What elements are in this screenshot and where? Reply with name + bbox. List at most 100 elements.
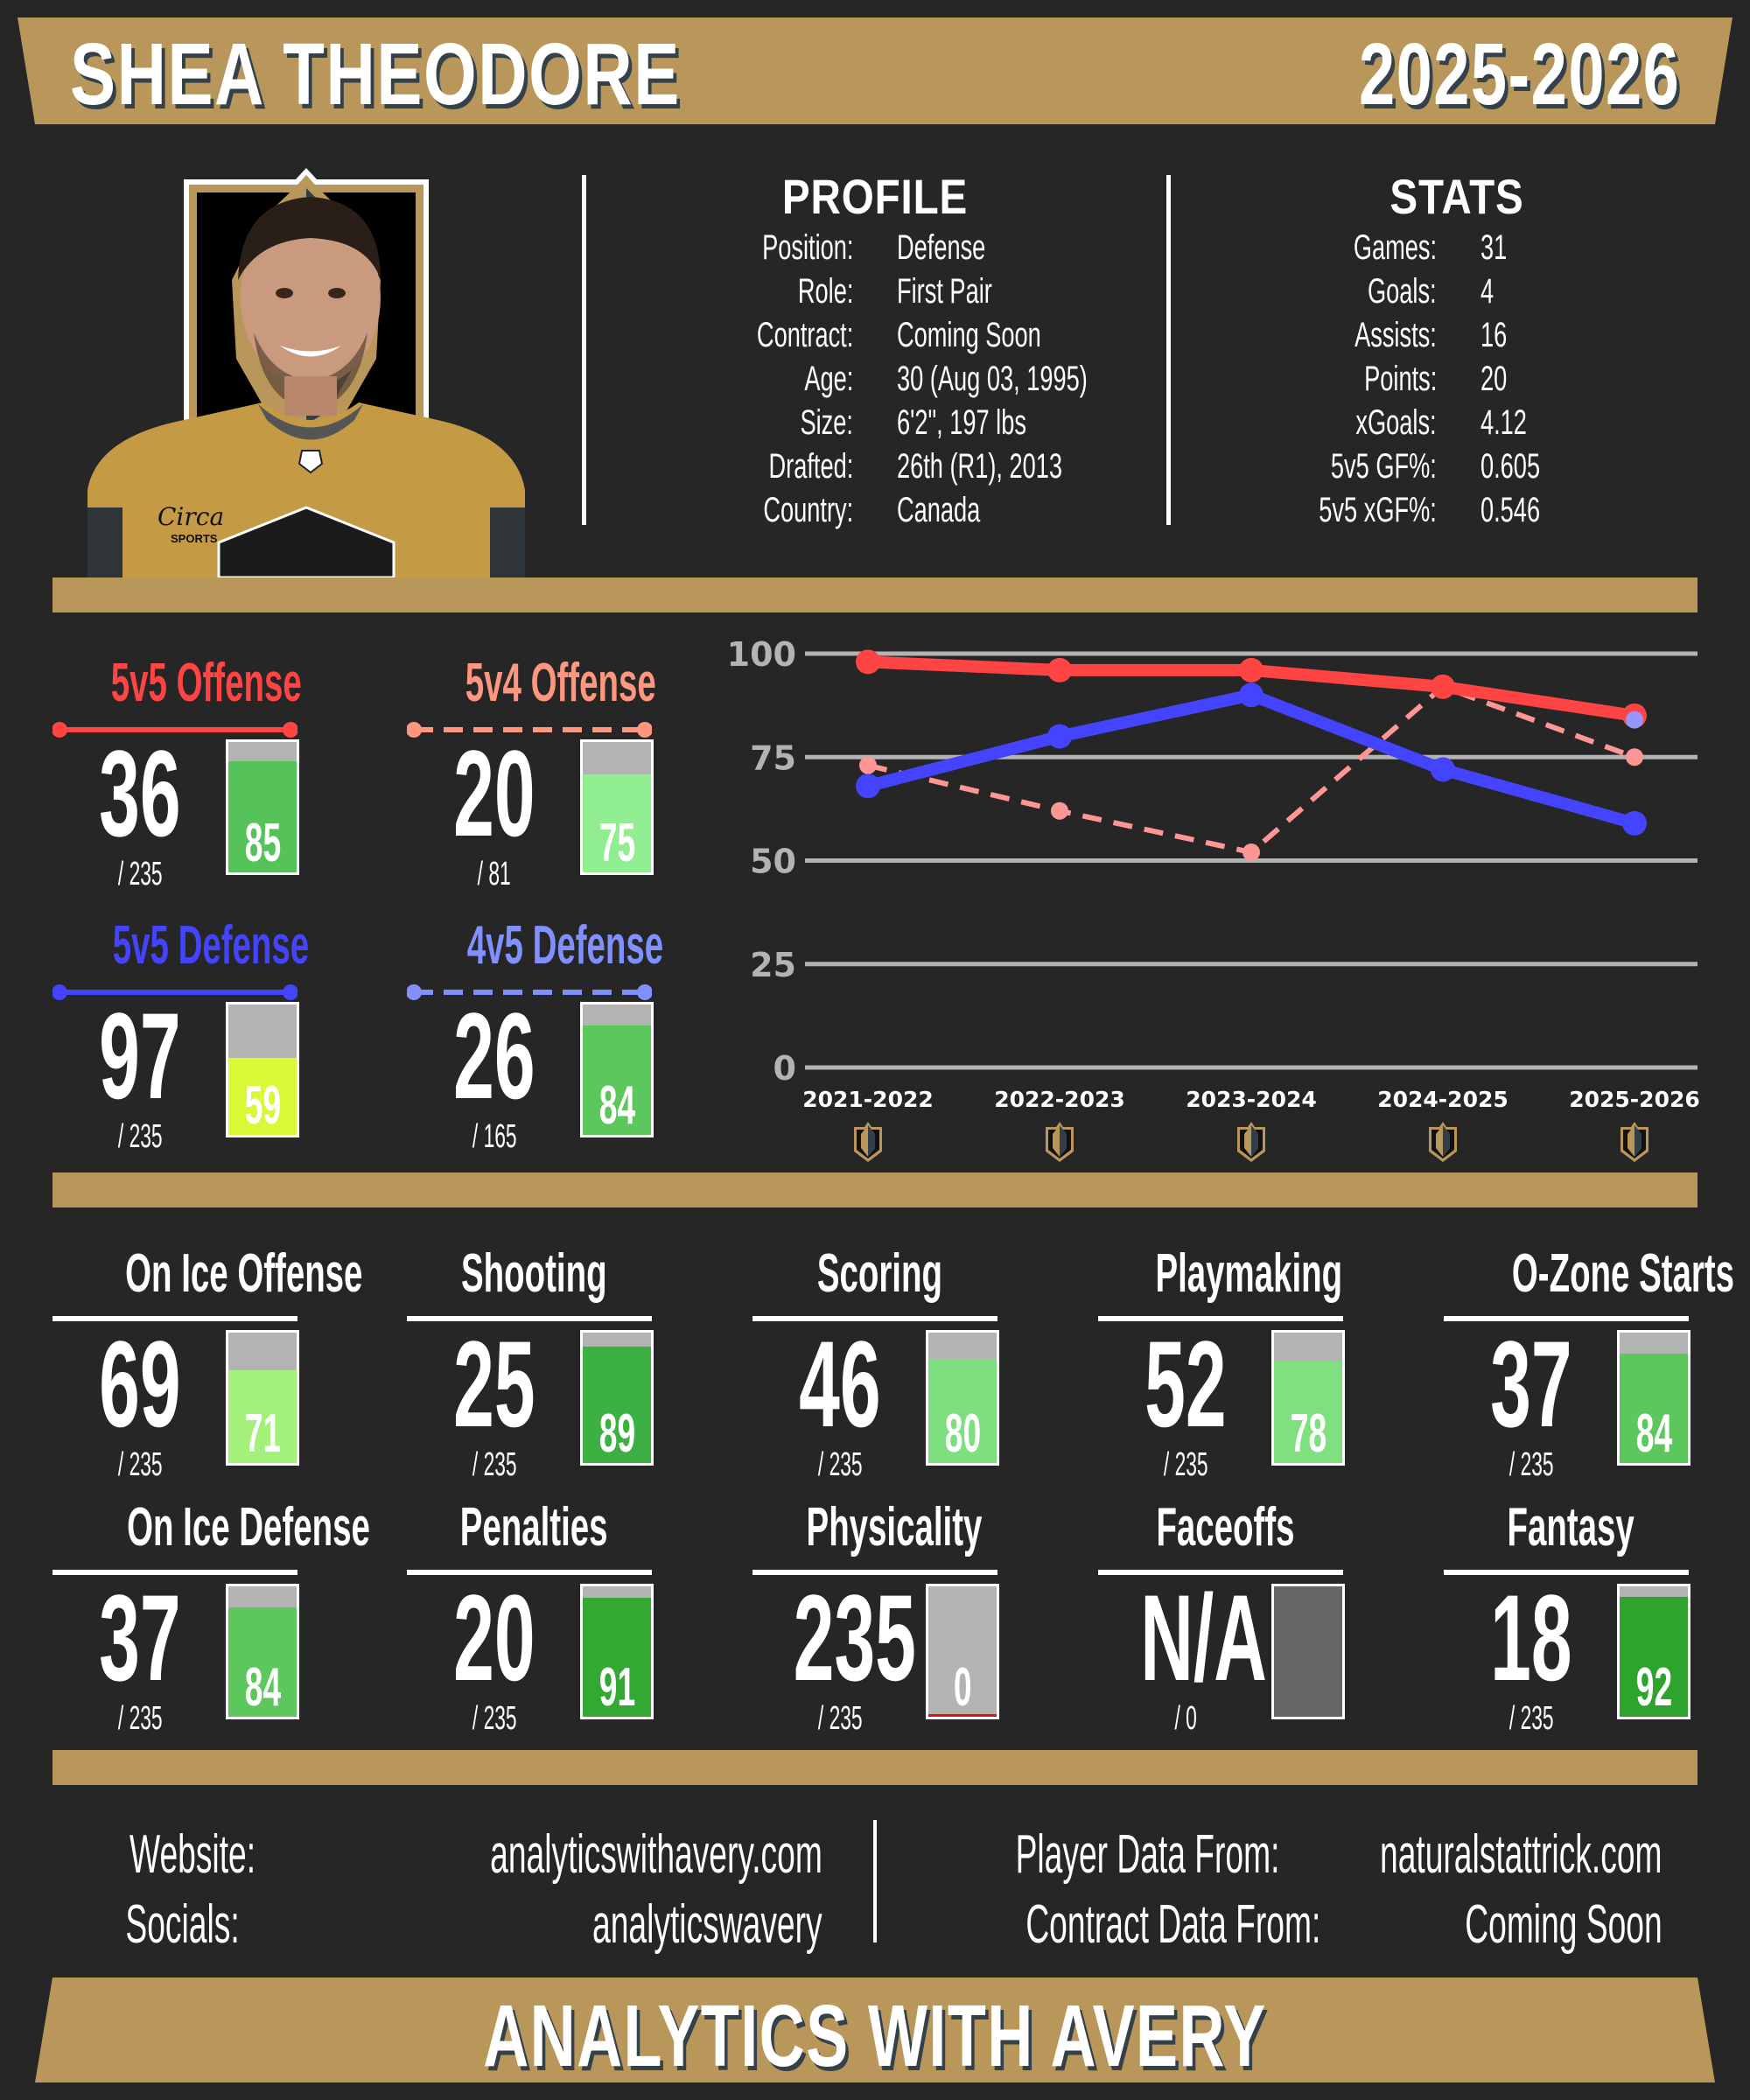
metric-title: On Ice Offense <box>125 1243 363 1304</box>
rank-value: 20 <box>453 724 536 862</box>
line-chart: 0 25 50 75 100 2021-2022 2022-2023 2023-2024 202… <box>727 635 1700 1162</box>
rank-total: / 235 <box>817 1700 863 1737</box>
percentile-value: 92 <box>1635 1657 1672 1718</box>
x-tick-label: 2025-2026 <box>1569 1087 1700 1112</box>
metric-card-penalties: Penalties 20/ 235 91 <box>407 1496 661 1736</box>
y-tick-label: 0 <box>774 1049 796 1088</box>
stats-row-value: 20 <box>1480 360 1508 398</box>
percentile-bar: 71 <box>226 1330 299 1466</box>
player-data-source[interactable]: naturalstattrick.com <box>1380 1824 1662 1885</box>
footer-banner-shape <box>35 1978 1715 2082</box>
legend-line-dashed <box>407 984 652 1000</box>
series-line-5v4-offense <box>867 683 1636 856</box>
legend-line-solid <box>52 722 298 738</box>
percentile-value: 84 <box>1635 1404 1672 1464</box>
rank-total: / 235 <box>117 1118 163 1155</box>
stats-row-value: 4 <box>1480 272 1494 311</box>
rank-value: 20 <box>453 1569 536 1706</box>
stats-row-label: 5v5 xGF%: <box>1319 491 1437 529</box>
section-divider-3 <box>52 1750 1698 1785</box>
vgk-logo-icon <box>1429 1122 1457 1162</box>
profile-row-value: Coming Soon <box>897 316 1041 354</box>
profile-row-label: Position: <box>761 228 853 267</box>
metric-title: Playmaking <box>1155 1243 1343 1304</box>
metric-card-fantasy: Fantasy 18/ 235 92 <box>1444 1496 1698 1736</box>
data-point <box>1242 844 1260 862</box>
vgk-logo-icon <box>1620 1122 1648 1162</box>
percentile-fill <box>1620 1353 1688 1463</box>
rank-total: / 235 <box>117 1446 163 1483</box>
metric-title: Faceoffs <box>1155 1497 1295 1558</box>
percentile-fill <box>228 1370 297 1463</box>
rank-total: / 165 <box>472 1118 517 1155</box>
data-point <box>1622 810 1647 836</box>
website-link[interactable]: analyticswithavery.com <box>490 1824 822 1885</box>
player-headshot-image: Circa SPORTS <box>88 168 525 578</box>
rank-total: / 81 <box>477 856 512 892</box>
metric-title: Scoring <box>816 1243 942 1304</box>
rank-value: 235 <box>793 1569 916 1706</box>
title-underline <box>52 1316 298 1321</box>
svg-text:SPORTS: SPORTS <box>171 532 218 545</box>
rank-total: / 235 <box>1508 1446 1554 1483</box>
title-underline <box>1098 1570 1343 1575</box>
rank-value: 52 <box>1144 1315 1227 1452</box>
stats-row-value: 0.546 <box>1480 491 1541 529</box>
rank-value: 97 <box>99 987 181 1124</box>
rank-total: / 235 <box>472 1700 517 1737</box>
percentile-value: 91 <box>598 1657 635 1718</box>
stats-row-label: 5v5 GF%: <box>1331 447 1437 486</box>
percentile-value: 84 <box>598 1075 635 1136</box>
percentile-bar: 89 <box>580 1330 654 1466</box>
percentile-bar: 75 <box>580 739 654 875</box>
percentile-value <box>1274 1661 1342 1715</box>
rank-total: / 235 <box>817 1446 863 1483</box>
percentile-bar <box>1271 1584 1345 1719</box>
profile-row-value: 26th (R1), 2013 <box>897 447 1063 486</box>
percentile-fill <box>228 761 297 872</box>
percentile-bar: 84 <box>226 1584 299 1719</box>
player-photo: Circa SPORTS <box>88 158 525 578</box>
percentile-bar: 80 <box>926 1330 999 1466</box>
metric-card-scoring: Scoring 46/ 235 80 <box>752 1242 1006 1483</box>
percentile-fill <box>228 1606 297 1717</box>
situational-card-5v5-defense: 5v5 Defense 97/ 235 59 <box>52 914 309 1155</box>
percentile-value: 71 <box>244 1404 281 1464</box>
percentile-fill <box>1620 1596 1688 1717</box>
stats-row-label: Goals: <box>1368 272 1437 311</box>
data-point <box>1626 748 1643 766</box>
vgk-logo-icon <box>1046 1122 1074 1162</box>
percentile-bar: 91 <box>580 1584 654 1719</box>
data-point <box>1239 657 1264 682</box>
profile-row-value: First Pair <box>897 272 992 311</box>
rank-value: N/A <box>1140 1569 1267 1706</box>
rank-value: 25 <box>453 1315 536 1452</box>
percentile-trend-chart: 0 25 50 75 100 2021-2022 2022-2023 2023-2024 202… <box>718 630 1715 1172</box>
socials-handle[interactable]: analyticswavery <box>592 1894 822 1955</box>
section-divider-1 <box>52 578 1698 612</box>
title-underline <box>1444 1570 1689 1575</box>
data-point <box>1051 802 1068 820</box>
vgk-logo-icon <box>854 1122 882 1162</box>
x-tick-label: 2023-2024 <box>1186 1087 1317 1112</box>
percentile-value: 78 <box>1290 1404 1326 1464</box>
metric-title: Physicality <box>806 1497 983 1558</box>
profile-row-value: Canada <box>897 491 981 529</box>
percentile-value: 85 <box>244 813 281 873</box>
percentile-fill <box>928 1714 997 1717</box>
metric-title: Fantasy <box>1507 1497 1634 1558</box>
stats-row-value: 4.12 <box>1480 403 1527 442</box>
percentile-bar: 78 <box>1271 1330 1345 1466</box>
rank-total: / 235 <box>472 1446 517 1483</box>
rank-total: / 235 <box>117 1700 163 1737</box>
situational-card-5v4-offense: 5v4 Offense 20/ 81 75 <box>407 652 661 892</box>
profile-row-value: 6'2", 197 lbs <box>897 403 1026 442</box>
profile-row-label: Country: <box>763 491 853 529</box>
y-tick-label: 75 <box>750 738 796 777</box>
contract-data-source: Coming Soon <box>1465 1894 1662 1955</box>
rank-total: / 0 <box>1174 1700 1197 1737</box>
rank-value: 69 <box>99 1315 181 1452</box>
percentile-value: 59 <box>244 1075 281 1136</box>
title-underline <box>752 1570 998 1575</box>
stats-row-value: 0.605 <box>1480 447 1541 486</box>
